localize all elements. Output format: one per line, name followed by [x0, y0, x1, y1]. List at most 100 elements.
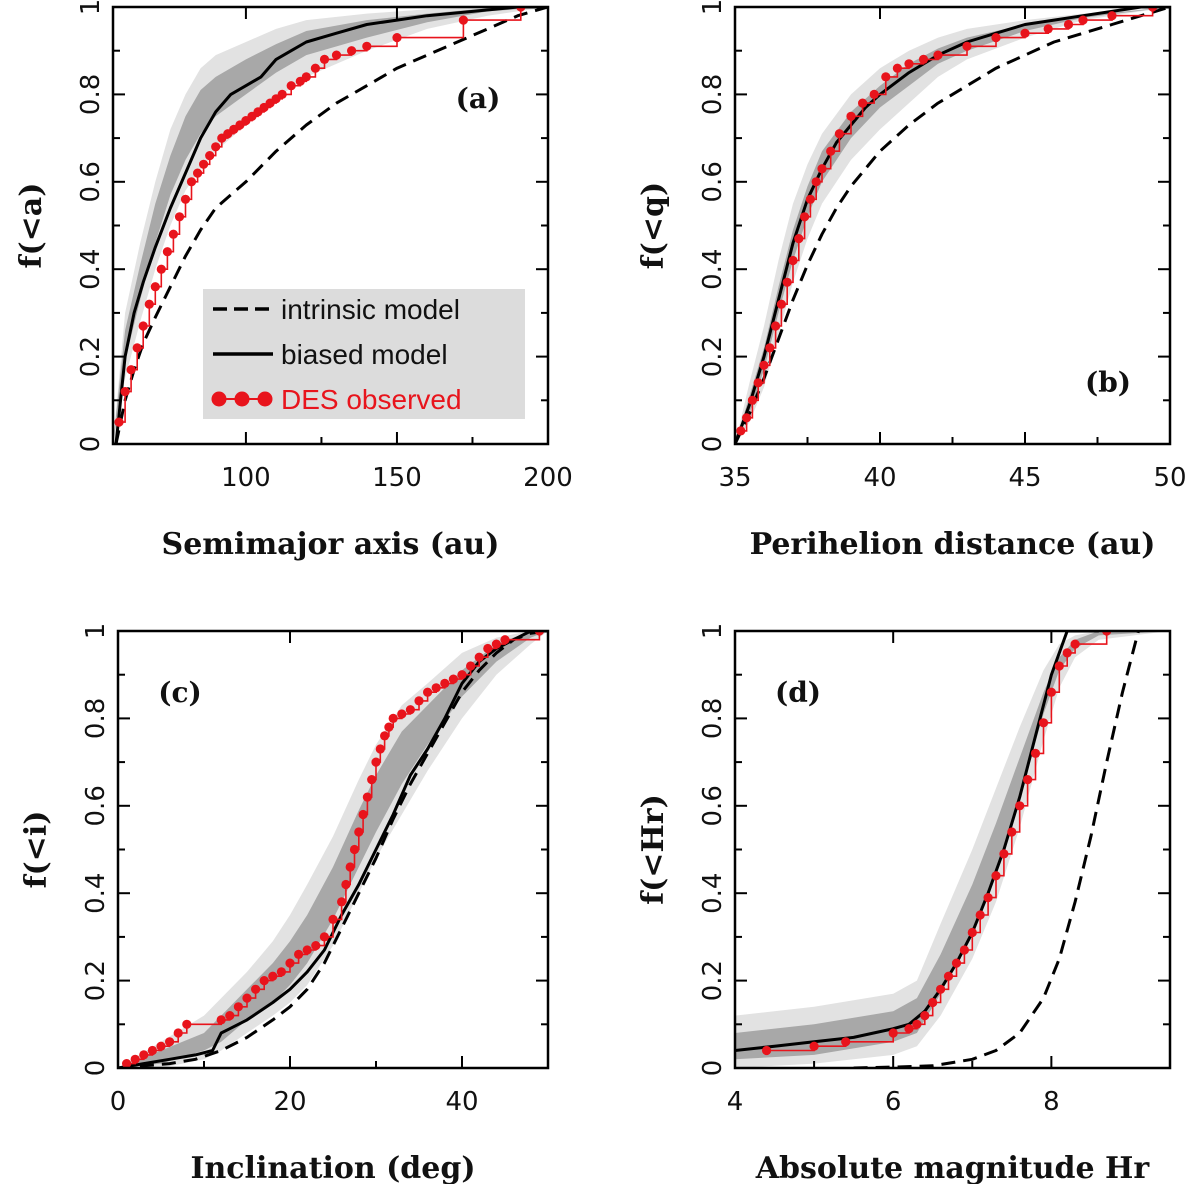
data-point: [869, 89, 879, 99]
x-tick-label: 40: [445, 1087, 478, 1117]
data-point: [928, 997, 938, 1008]
data-point: [341, 879, 351, 890]
data-point: [211, 142, 221, 152]
data-point: [233, 1002, 243, 1012]
biased-model-uncertainty-outer-: [118, 631, 548, 1068]
data-point: [337, 897, 347, 907]
data-point: [362, 41, 372, 51]
data-point: [1046, 687, 1056, 697]
data-point: [182, 1019, 192, 1029]
data-point: [301, 72, 311, 82]
y-tick-label: 0.8: [76, 74, 106, 115]
panel-label: (c): [158, 676, 202, 709]
data-point: [173, 1028, 183, 1038]
data-point: [375, 744, 385, 754]
data-point: [817, 164, 827, 174]
data-point: [1023, 775, 1033, 785]
x-axis-title: Semimajor axis (au): [162, 527, 500, 562]
data-point: [805, 194, 816, 204]
data-point: [762, 1045, 772, 1056]
data-point: [809, 1041, 819, 1051]
data-point: [457, 670, 467, 680]
data-point: [983, 893, 993, 903]
data-point: [174, 212, 185, 222]
data-point: [349, 844, 360, 855]
y-tick-label: 0.2: [76, 336, 106, 377]
data-point: [771, 321, 781, 331]
data-point: [951, 958, 962, 968]
data-point: [448, 674, 458, 684]
data-point: [130, 1054, 140, 1064]
data-point: [180, 194, 191, 204]
data-point: [1107, 11, 1117, 21]
data-point: [139, 1050, 149, 1060]
data-point: [458, 15, 468, 25]
data-point: [362, 792, 372, 802]
data-point: [310, 63, 320, 73]
data-point: [800, 212, 810, 222]
data-point: [1020, 28, 1030, 38]
data-point: [742, 413, 752, 423]
x-axis-title: Inclination (deg): [190, 1151, 475, 1184]
x-tick-label: 45: [1008, 463, 1041, 493]
data-point: [225, 1011, 235, 1021]
data-point: [782, 277, 792, 287]
intrinsic-model-line: [853, 631, 1140, 1068]
data-point: [268, 971, 278, 981]
data-point: [216, 1015, 226, 1025]
x-axis-title: Perihelion distance (au): [750, 527, 1156, 562]
intrinsic-model-line: [114, 7, 548, 444]
data-point: [1054, 661, 1064, 671]
data-point: [892, 63, 903, 73]
data-point: [319, 932, 329, 942]
y-tick-label: 0.6: [698, 161, 728, 202]
y-axis-title: f(<Hr): [636, 794, 671, 905]
data-point: [354, 827, 364, 837]
y-tick-label: 0: [81, 1060, 111, 1077]
data-point: [138, 321, 148, 331]
panel-c: 0 20 40 0 0.2 0.4 0.6 0.8 1 Inclination (deg) f(<i…: [19, 623, 550, 1184]
plot-area: [118, 631, 548, 1068]
panel-d: 4 6 8 0 0.2 0.4 0.6 0.8 1 Absolute magnitude Hr f(…: [636, 623, 1172, 1184]
data-point: [936, 984, 946, 994]
data-point: [912, 1019, 922, 1029]
data-point: [834, 129, 845, 139]
data-point: [904, 1024, 914, 1034]
data-point: [881, 72, 891, 82]
y-tick-label: 0.4: [698, 873, 728, 914]
data-point: [384, 722, 394, 732]
intrinsic-model-line: [735, 7, 1170, 444]
data-point: [747, 395, 758, 405]
data-point: [311, 941, 321, 951]
x-tick-label: 8: [1043, 1087, 1060, 1117]
data-point: [193, 168, 203, 178]
data-point: [991, 33, 1001, 43]
data-point: [1063, 19, 1074, 30]
data-point: [186, 177, 197, 187]
y-tick-label: 0.8: [698, 698, 728, 739]
data-point: [483, 643, 493, 654]
y-axis-title: f(<i): [19, 811, 54, 889]
y-tick-label: 1: [76, 0, 106, 15]
data-point: [466, 661, 476, 671]
data-point: [811, 177, 821, 187]
y-tick-label: 0.6: [76, 161, 106, 202]
data-point: [975, 910, 985, 920]
data-point: [414, 696, 424, 706]
data-point: [276, 967, 286, 977]
data-point: [397, 709, 407, 719]
y-tick-label: 1: [81, 623, 111, 640]
x-tick-label: 4: [727, 1087, 744, 1117]
x-axis-title: Absolute magnitude Hr: [755, 1151, 1151, 1184]
data-point: [999, 849, 1009, 859]
data-point: [474, 652, 484, 662]
data-point: [846, 111, 856, 121]
data-point: [1015, 801, 1025, 811]
data-point: [259, 976, 269, 986]
panel-label: (a): [456, 82, 501, 115]
data-point: [347, 46, 357, 56]
data-point: [440, 678, 450, 689]
data-point: [380, 731, 390, 741]
data-point: [959, 945, 970, 955]
data-point: [967, 927, 977, 938]
